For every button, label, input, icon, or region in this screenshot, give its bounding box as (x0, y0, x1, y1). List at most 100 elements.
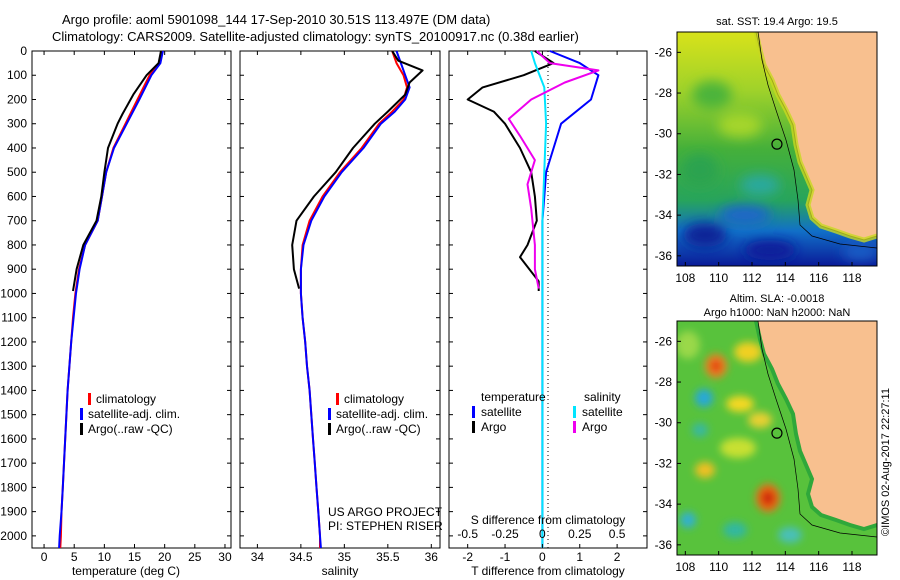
map-y-tick-label: -26 (655, 45, 673, 59)
map-x-tick-label: 110 (709, 271, 728, 285)
x-tick-label: 2 (614, 550, 621, 564)
depth-tick-label: 600 (7, 189, 27, 203)
salinity-frame (239, 50, 441, 549)
legend-swatch-sal-satellite (573, 406, 576, 418)
map-y-tick-label: -34 (655, 497, 673, 511)
x-tick-label: 25 (188, 550, 202, 564)
x-tick-label: -2 (462, 550, 473, 564)
map-y-tick-label: -36 (655, 249, 673, 263)
depth-tick-label: 1400 (0, 383, 27, 397)
x-tick-label: 0 (41, 550, 48, 564)
x-tick-label: 36 (425, 550, 439, 564)
project-annotation: US ARGO PROJECT (328, 505, 443, 519)
salinity-panel: 34 34.5 35 35.5 36 (239, 50, 441, 564)
x-tick-label: 5 (71, 550, 78, 564)
difference-xlabel-top: S difference from climatology (471, 513, 626, 527)
salinity-legend: climatology satellite-adj. clim. Argo(..… (328, 392, 443, 533)
s-tick-label: -0.25 (491, 527, 519, 541)
map-y-tick-label: -30 (655, 416, 673, 430)
temperature-panel: 0 5 10 15 20 25 30 (31, 50, 232, 564)
legend-swatch-satellite (80, 408, 83, 420)
difference-panel: -2 -1 0 1 2 -0.5 -0.25 0 0.25 0.5 (448, 50, 648, 564)
sst-coastal-band (753, 32, 877, 243)
x-tick-label: 0 (539, 550, 546, 564)
map-y-tick-label: -28 (655, 375, 673, 389)
legend-swatch-temp-satellite (472, 406, 475, 418)
depth-tick-label: 400 (7, 141, 27, 155)
temperature-legend: climatology satellite-adj. clim. Argo(..… (80, 392, 180, 436)
depth-tick-label: 1600 (0, 432, 27, 446)
argo-location-marker (771, 427, 783, 439)
legend-swatch-argo (80, 423, 83, 435)
series-argo-raw-qc (72, 50, 162, 292)
x-tick-label: 10 (98, 550, 112, 564)
difference-xlabel: T difference from climatology (471, 564, 625, 578)
depth-tick-label: 1500 (0, 408, 27, 422)
depth-tick-label: 1900 (0, 505, 27, 519)
legend-label: Argo(..raw -QC) (88, 422, 173, 436)
legend-label: climatology (96, 392, 156, 406)
map-y-tick-label: -34 (655, 208, 673, 222)
salinity-xlabel: salinity (322, 564, 359, 578)
map-x-tick-label: 112 (742, 271, 761, 285)
map-x-tick-label: 118 (842, 271, 861, 285)
map-x-tick-label: 118 (842, 560, 861, 574)
depth-tick-label: 1200 (0, 335, 27, 349)
depth-tick-label: 1000 (0, 286, 27, 300)
sla-map-title-line1: Altim. SLA: -0.0018 (730, 293, 825, 305)
map-y-tick-label: -30 (655, 127, 673, 141)
x-tick-label: 15 (128, 550, 142, 564)
pi-annotation: PI: STEPHEN RISER (328, 519, 443, 533)
credit-text: ©IMOS 02-Aug-2017 22:27:11 (880, 388, 892, 536)
sla-frame (676, 320, 878, 556)
legend-swatch-argo (328, 423, 331, 435)
argo-location-marker (771, 138, 783, 150)
legend-label: Argo (481, 420, 507, 434)
depth-tick-label: 700 (7, 214, 27, 228)
legend-label: Argo (582, 420, 608, 434)
map-x-tick-label: 108 (675, 560, 695, 574)
series-climatology (299, 50, 408, 548)
s-tick-label: 0.25 (568, 527, 592, 541)
depth-tick-label: 1800 (0, 480, 27, 494)
legend-header-salinity: salinity (584, 390, 621, 404)
figure-title-line2: Climatology: CARS2009. Satellite-adjuste… (52, 29, 579, 44)
series-argo-raw-qc (291, 50, 424, 289)
x-tick-label: 1 (576, 550, 583, 564)
legend-label: satellite (582, 405, 623, 419)
x-tick-label: 34 (251, 550, 265, 564)
sla-coastal-band (754, 321, 877, 532)
depth-tick-label: 0 (20, 44, 27, 58)
legend-swatch-climatology (336, 393, 339, 405)
x-tick-label: 34.5 (289, 550, 313, 564)
depth-tick-label: 1300 (0, 359, 27, 373)
map-y-tick-label: -26 (655, 334, 673, 348)
depth-tick-label: 900 (7, 262, 27, 276)
x-tick-label: 35 (338, 550, 352, 564)
difference-legend: temperature salinity satellite Argo sate… (472, 390, 623, 434)
legend-swatch-temp-argo (472, 421, 475, 433)
legend-swatch-sal-argo (573, 421, 576, 433)
series-temperature-argo (466, 50, 555, 291)
x-tick-label: 20 (158, 550, 172, 564)
depth-tick-label: 500 (7, 165, 27, 179)
map-x-tick-label: 114 (776, 560, 795, 574)
x-tick-label: 35.5 (376, 550, 400, 564)
depth-tick-label: 100 (7, 68, 27, 82)
map-y-tick-label: -32 (655, 167, 673, 181)
sla-texture (677, 331, 802, 543)
series-satellite-adj-clim (299, 50, 411, 549)
sst-frame (676, 31, 878, 267)
map-y-tick-label: -32 (655, 456, 673, 470)
sst-map: sat. SST: 19.4 Argo: 19.5 108 110 112 114 11… (655, 16, 878, 285)
legend-header-temperature: temperature (481, 390, 546, 404)
series-salinity-argo (507, 50, 600, 289)
map-y-tick-label: -28 (655, 86, 673, 100)
map-x-tick-label: 114 (776, 271, 795, 285)
legend-label: climatology (344, 392, 404, 406)
legend-swatch-climatology (88, 393, 91, 405)
s-tick-label: -0.5 (457, 527, 478, 541)
legend-label: satellite (481, 405, 522, 419)
series-satellite-adj-clim (58, 50, 164, 549)
